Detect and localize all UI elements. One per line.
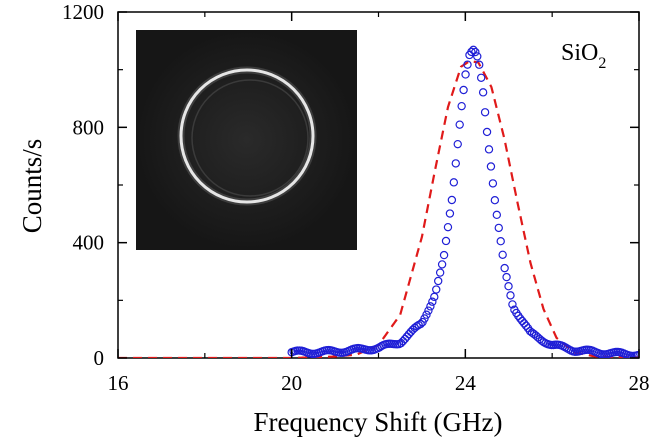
- measured-point: [498, 250, 507, 259]
- measured-point: [443, 222, 453, 232]
- measured-point: [486, 162, 496, 171]
- measured-point: [625, 351, 634, 358]
- measured-point: [428, 297, 437, 306]
- measured-point: [473, 52, 482, 61]
- y-tick-label: 400: [73, 231, 105, 255]
- measured-point: [463, 60, 472, 69]
- x-tick-label: 28: [629, 371, 650, 395]
- measured-point: [508, 300, 517, 309]
- material-annotation: SiO2: [561, 40, 606, 72]
- annotation-main: SiO: [561, 40, 598, 66]
- measured-point: [482, 127, 492, 137]
- measured-point: [459, 85, 468, 95]
- measured-point: [504, 282, 513, 291]
- measured-point: [521, 321, 531, 330]
- y-tick-label: 1200: [62, 0, 104, 24]
- measured-point: [633, 351, 639, 358]
- measured-point: [484, 145, 494, 154]
- inset-ring: [179, 68, 315, 204]
- measured-point: [492, 210, 502, 220]
- axis-tick-labels: 16 20 24 28 0 400 800 1200: [62, 0, 650, 395]
- measured-point: [437, 260, 447, 269]
- x-tick-label: 20: [281, 371, 302, 395]
- y-tick-label: 800: [73, 115, 105, 139]
- measured-point: [488, 179, 498, 188]
- measured-series: [287, 45, 639, 358]
- measured-point: [453, 139, 462, 149]
- x-axis-title: Frequency Shift (GHz): [254, 407, 503, 437]
- x-tick-label: 16: [108, 371, 129, 395]
- inset-background: [136, 30, 357, 250]
- measured-point: [451, 159, 460, 168]
- measured-point: [424, 306, 433, 315]
- inset-image: [136, 30, 357, 250]
- annotation-subscript: 2: [598, 55, 606, 72]
- y-axis-title: Counts/s: [17, 139, 47, 234]
- measured-point: [435, 268, 445, 277]
- measured-point: [490, 195, 500, 205]
- measured-point: [623, 350, 632, 358]
- measured-point: [445, 209, 455, 218]
- measured-point: [430, 292, 439, 302]
- measured-point: [467, 47, 476, 57]
- measured-point: [478, 88, 488, 97]
- measured-point: [457, 101, 466, 111]
- measured-point: [455, 120, 464, 129]
- measured-point: [496, 237, 505, 246]
- measured-point: [506, 291, 515, 300]
- measured-point: [500, 263, 509, 273]
- measured-point: [461, 70, 470, 79]
- y-tick-label: 0: [94, 346, 105, 370]
- x-tick-label: 24: [455, 371, 477, 395]
- measured-point: [475, 60, 484, 69]
- measured-point: [476, 73, 486, 82]
- measured-point: [434, 276, 443, 286]
- measured-point: [471, 47, 480, 57]
- measured-point: [441, 236, 451, 246]
- measured-point: [469, 45, 478, 55]
- measured-point: [494, 223, 503, 233]
- measured-point: [480, 108, 490, 117]
- axis-ticks: [117, 11, 640, 359]
- measured-point: [449, 178, 459, 187]
- measured-point: [432, 285, 441, 294]
- measured-point: [439, 250, 449, 260]
- inset-ring-inner-faint: [191, 79, 309, 197]
- measured-point: [426, 302, 435, 311]
- measured-point: [502, 272, 511, 282]
- measured-point: [416, 319, 425, 329]
- measured-point: [422, 310, 431, 319]
- measured-point: [447, 195, 457, 205]
